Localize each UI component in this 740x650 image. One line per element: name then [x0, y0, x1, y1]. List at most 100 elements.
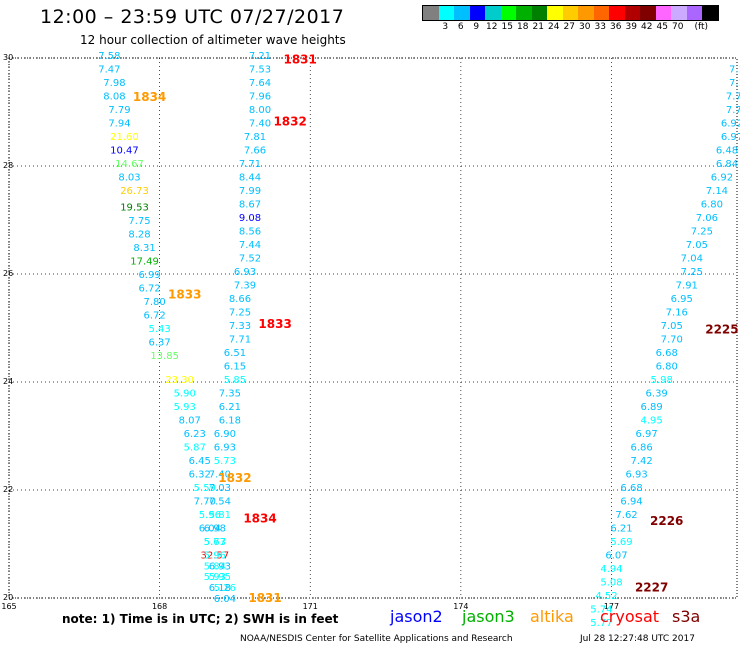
wave-height-value: 8.56 — [239, 227, 261, 238]
wave-height-value: 32.57 — [201, 551, 230, 562]
wave-height-value: 6.48 — [716, 146, 738, 157]
wave-height-value: 14.67 — [115, 159, 144, 170]
wave-height-value: 7.62 — [615, 510, 637, 521]
wave-height-value: 10.47 — [110, 146, 139, 157]
wave-height-value: 8.07 — [179, 416, 201, 427]
wave-height-value: 6.07 — [605, 551, 627, 562]
wave-height-value: 7.96 — [249, 92, 271, 103]
footer-timestamp: Jul 28 12:27:48 UTC 2017 — [580, 634, 695, 644]
wave-height-value: 5.81 — [209, 510, 231, 521]
colorbar-swatch — [655, 6, 671, 20]
wave-height-value: 6.89 — [641, 402, 663, 413]
y-tick-label: 30 — [3, 53, 13, 62]
wave-height-value: 7.25 — [229, 308, 251, 319]
colorbar-swatch — [531, 6, 547, 20]
wave-height-value: 6.68 — [620, 483, 642, 494]
wave-height-value: 5.93 — [204, 572, 226, 583]
wave-height-value: 6.97 — [721, 132, 740, 143]
colorbar-label: (ft) — [694, 22, 709, 32]
colorbar-label: 33 — [594, 22, 606, 32]
x-tick-label: 165 — [1, 602, 16, 611]
wave-height-value: 7.58 — [98, 51, 120, 62]
wave-height-value: 26.73 — [120, 186, 149, 197]
wave-height-value: 7.40 — [209, 470, 231, 481]
wave-height-value: 5.43 — [148, 324, 170, 335]
colorbar-swatch — [423, 6, 439, 20]
colorbar-swatch — [485, 6, 501, 20]
page-subtitle: 12 hour collection of altimeter wave hei… — [80, 33, 346, 47]
colorbar-label: 42 — [641, 22, 653, 32]
wave-height-value: 5.93 — [174, 402, 196, 413]
footer-credit: NOAA/NESDIS Center for Satellite Applica… — [240, 634, 513, 644]
wave-height-value: 6.80 — [701, 200, 723, 211]
legend-altika: altika — [530, 607, 574, 626]
cycle-label: 2227 — [635, 581, 668, 595]
wave-height-value: 8.31 — [133, 243, 155, 254]
y-tick-label: 20 — [3, 593, 13, 602]
wave-height-value: 5.69 — [610, 537, 632, 548]
wave-height-value: 7.52 — [239, 254, 261, 265]
colorbar-label: 12 — [486, 22, 498, 32]
cycle-label: 1833 — [168, 287, 201, 301]
colorbar-swatch — [640, 6, 656, 20]
wave-height-value: 4.52 — [595, 591, 617, 602]
x-tick-label: 168 — [152, 602, 167, 611]
wave-height-value: 7.33 — [229, 321, 251, 332]
wave-height-value: 7.71 — [239, 159, 261, 170]
x-tick-label: 177 — [604, 602, 619, 611]
note-text: note: 1) Time is in UTC; 2) SWH is in fe… — [62, 612, 339, 626]
colorbar-swatch — [562, 6, 578, 20]
wave-height-value: 21.60 — [110, 132, 139, 143]
wave-height-value: 6.18 — [209, 583, 231, 594]
wave-height-value: 7.05 — [661, 321, 683, 332]
wave-height-value: 5.95 — [209, 572, 231, 583]
wave-height-value: 6.37 — [148, 337, 170, 348]
cycle-label: 1831 — [248, 591, 281, 605]
wave-height-value: 6.92 — [711, 173, 733, 184]
wave-height-value: 7.66 — [244, 146, 266, 157]
cycle-label: 1831 — [283, 52, 316, 66]
wave-height-value: 6.93 — [209, 561, 231, 572]
wave-height-value: 7.03 — [209, 483, 231, 494]
cycle-label: 1832 — [273, 115, 306, 129]
wave-height-value: 7.44 — [239, 240, 261, 251]
wave-height-value: 6.98 — [204, 524, 226, 535]
wave-height-value: 6.32 — [189, 470, 211, 481]
cycle-label: 1832 — [218, 471, 251, 485]
cycle-label: 2226 — [650, 514, 683, 528]
colorbar-swatch — [516, 6, 532, 20]
legend-cryosat: cryosat — [600, 607, 660, 626]
colorbar-label: 70 — [672, 22, 684, 32]
colorbar-swatch — [671, 6, 687, 20]
wave-height-value: 7.40 — [249, 119, 271, 130]
wave-height-value: 6.84 — [716, 159, 738, 170]
wave-height-value: 6.93 — [214, 443, 236, 454]
colorbar-label: 30 — [579, 22, 591, 32]
wave-height-value: 7.98 — [103, 78, 125, 89]
wave-height-value: 6.97 — [635, 429, 657, 440]
wave-height-value: 7.54 — [209, 497, 231, 508]
colorbar-swatch — [469, 6, 485, 20]
wave-height-value: 5.87 — [184, 443, 206, 454]
wave-height-value: 5.74 — [590, 605, 612, 616]
cycle-label: 1834 — [243, 511, 276, 525]
y-tick-label: 22 — [3, 485, 13, 494]
wave-height-value: 5.59 — [194, 483, 216, 494]
wave-height-value: 4.95 — [641, 416, 663, 427]
wave-height-value: 7.79 — [108, 105, 130, 116]
wave-height-value: 5.63 — [204, 537, 226, 548]
wave-height-value: 8.08 — [103, 92, 125, 103]
colorbar-swatch — [547, 6, 563, 20]
wave-height-value: 7.06 — [696, 213, 718, 224]
wave-height-value: 6.18 — [219, 416, 241, 427]
colorbar-label: 18 — [517, 22, 529, 32]
legend-s3a: s3a — [672, 607, 701, 626]
wave-height-value: 7.1 — [729, 65, 740, 76]
page-title: 12:00 – 23:59 UTC 07/27/2017 — [40, 6, 345, 28]
colorbar-label: 9 — [473, 22, 480, 32]
colorbar — [422, 5, 719, 21]
x-tick-label: 171 — [303, 602, 318, 611]
wave-height-value: 6.80 — [656, 362, 678, 373]
colorbar-swatch — [578, 6, 594, 20]
wave-height-value: 19.53 — [120, 202, 149, 213]
